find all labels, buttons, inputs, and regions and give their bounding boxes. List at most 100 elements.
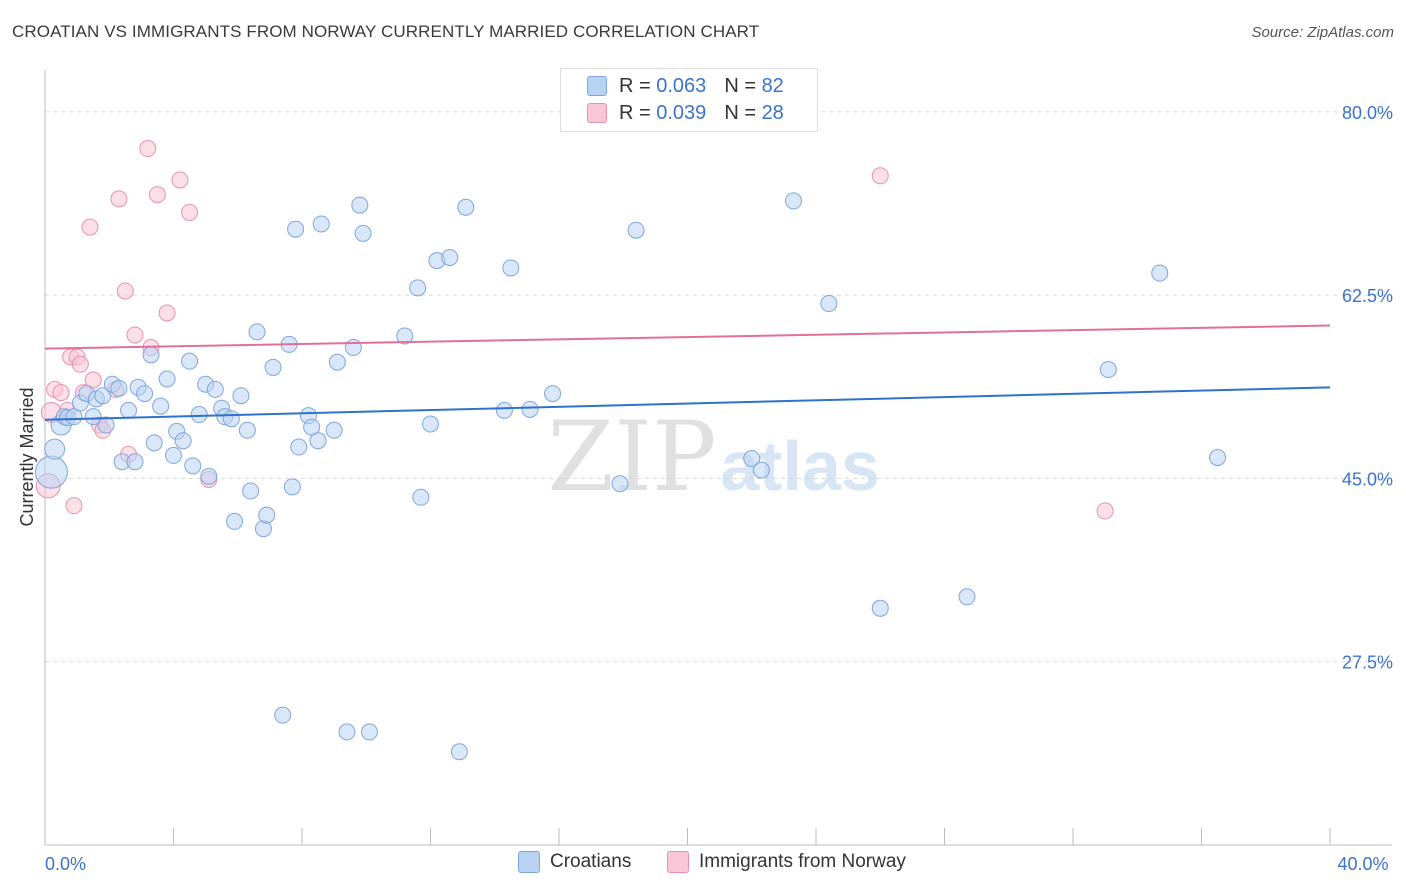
croatians-point — [396, 327, 414, 345]
croatians-point — [441, 248, 459, 266]
croatians-point — [309, 432, 327, 450]
croatians-point — [495, 401, 513, 419]
tick-labels: 80.0% 62.5% 45.0% 27.5% 0.0% 40.0% — [45, 103, 1393, 874]
trend-lines — [44, 324, 1331, 421]
croatians-point — [871, 599, 889, 617]
croatians-point — [422, 415, 439, 433]
watermark-atlas: atlas — [720, 427, 880, 505]
croatians-point — [312, 215, 330, 233]
legend-n-label: N = — [724, 74, 756, 97]
croatians-point — [450, 743, 468, 761]
croatians-point — [248, 323, 266, 341]
croatians-point — [274, 706, 292, 724]
correlation-legend: R = 0.063 N = 82 R = 0.039 N = 28 — [560, 68, 818, 132]
croatians-point — [226, 512, 244, 530]
croatians-point — [145, 434, 163, 452]
legend-swatch-croatians — [587, 76, 607, 96]
croatians-point — [110, 379, 128, 397]
norway-point — [52, 384, 70, 402]
croatians-point — [785, 192, 803, 210]
norway-point — [181, 203, 199, 221]
norway-point — [110, 190, 128, 208]
croatians-point — [200, 467, 218, 485]
croatians-point — [743, 450, 761, 468]
croatians-point — [344, 339, 362, 357]
croatians-point — [34, 455, 68, 489]
croatians-point — [184, 457, 202, 475]
legend-r-label: R = — [619, 74, 651, 97]
croatians-point — [97, 416, 115, 434]
bottom-legend-swatch-norway — [667, 851, 689, 873]
croatians-point — [206, 380, 224, 398]
trend-line-norway — [44, 324, 1331, 350]
series-croatians-points — [34, 192, 1227, 761]
croatians-point — [126, 453, 144, 471]
norway-point — [148, 186, 166, 204]
norway-point — [116, 282, 134, 300]
norway-point — [71, 355, 89, 373]
croatians-point — [136, 385, 154, 403]
norway-point — [84, 371, 102, 389]
bottom-legend-croatians: Croatians — [518, 851, 631, 873]
croatians-point — [1209, 449, 1227, 466]
croatians-point — [354, 224, 372, 242]
croatians-point — [158, 370, 176, 388]
croatians-point — [752, 461, 770, 479]
croatians-point — [242, 482, 260, 500]
legend-row-croatians: R = 0.063 N = 82 — [587, 73, 784, 99]
source-credit: Source: ZipAtlas.com — [1251, 24, 1394, 41]
croatians-point — [325, 421, 343, 439]
croatians-point — [360, 723, 378, 741]
croatians-point — [190, 406, 208, 424]
croatians-point — [611, 475, 629, 493]
axes — [44, 70, 1392, 846]
norway-point — [171, 171, 189, 189]
x-tick-label: 40.0% — [1337, 854, 1388, 874]
legend-row-norway: R = 0.039 N = 28 — [587, 100, 784, 126]
bottom-legend-swatch-croatians — [518, 851, 540, 873]
croatians-point — [412, 488, 430, 506]
croatians-point — [1099, 361, 1117, 379]
chart-title: CROATIAN VS IMMIGRANTS FROM NORWAY CURRE… — [12, 22, 760, 41]
croatians-point — [174, 432, 192, 450]
croatians-point — [222, 410, 240, 428]
norway-point — [871, 167, 889, 185]
croatians-point — [84, 408, 102, 426]
y-axis-label: Currently Married — [17, 387, 37, 526]
croatians-point — [958, 588, 976, 606]
croatians-point — [94, 387, 112, 405]
legend-n-label: N = — [724, 101, 756, 124]
croatians-point — [142, 346, 160, 364]
legend-swatch-norway — [587, 103, 607, 123]
croatians-point — [44, 438, 66, 460]
norway-point — [126, 326, 144, 344]
bottom-legend-label-croatians: Croatians — [550, 851, 632, 872]
legend-r-value-croatians: 0.063 — [656, 74, 707, 97]
croatians-point — [409, 279, 427, 297]
norway-point — [158, 304, 176, 322]
croatians-point — [544, 385, 562, 403]
trend-line-croatians — [44, 386, 1331, 421]
croatians-point — [152, 397, 170, 415]
croatians-point — [502, 259, 520, 277]
croatians-point — [181, 352, 199, 370]
croatians-point — [303, 418, 321, 436]
norway-point — [65, 497, 83, 515]
croatians-point — [521, 400, 539, 418]
croatians-point — [287, 220, 305, 238]
croatians-point — [290, 438, 308, 456]
croatians-point — [258, 506, 276, 524]
norway-point — [81, 218, 99, 236]
croatians-point — [328, 353, 346, 371]
legend-n-value-croatians: 82 — [761, 74, 784, 97]
grid-lines — [45, 111, 1392, 663]
croatians-point — [351, 196, 369, 214]
croatians-point — [627, 221, 645, 239]
croatians-point — [264, 358, 282, 376]
croatians-point — [65, 408, 83, 426]
norway-point — [1096, 502, 1114, 520]
bottom-legend-norway: Immigrants from Norway — [667, 851, 906, 873]
croatians-point — [338, 723, 356, 741]
norway-point — [139, 140, 157, 158]
